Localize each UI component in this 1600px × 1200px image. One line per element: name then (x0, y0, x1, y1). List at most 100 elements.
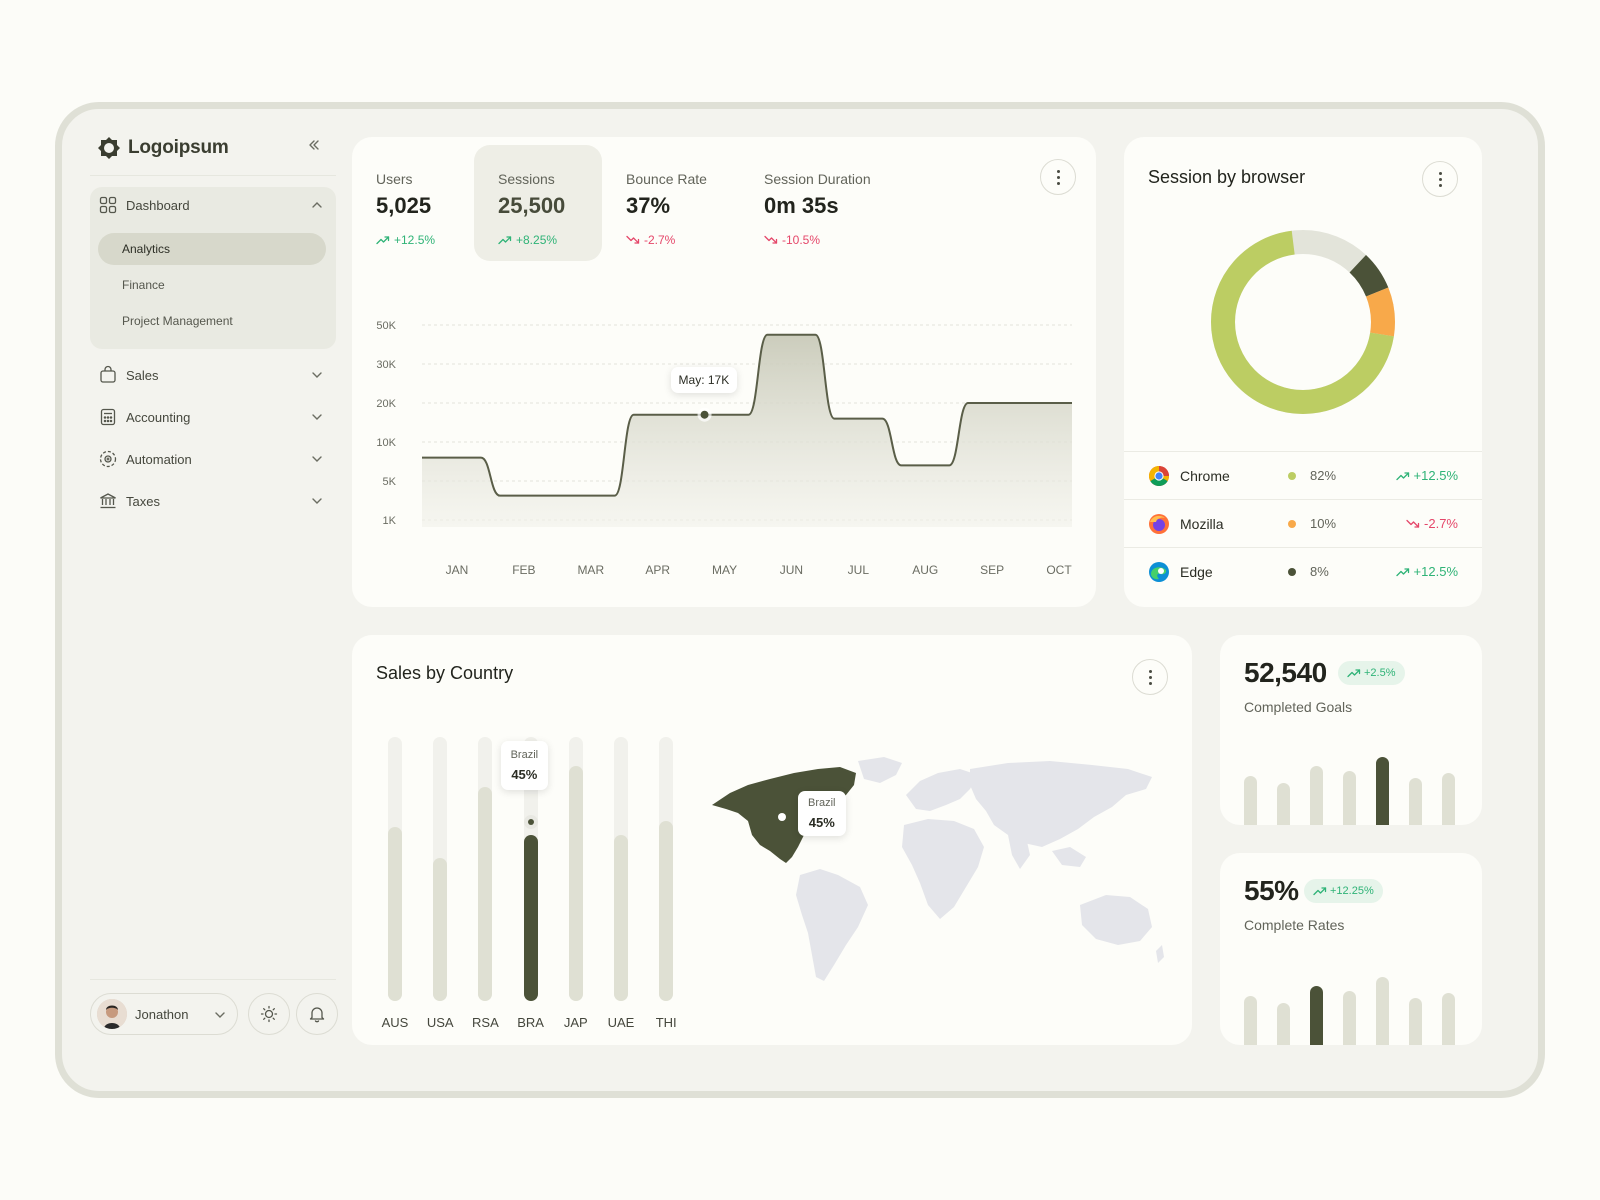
x-tick-label: AUG (912, 563, 938, 577)
trend-down-icon (1406, 519, 1420, 528)
sales-more-button[interactable] (1132, 659, 1168, 695)
country-bar[interactable] (568, 766, 583, 1001)
card-title: Sales by Country (376, 663, 514, 683)
notifications-button[interactable] (296, 993, 338, 1035)
mini-bar (1310, 985, 1323, 1045)
x-tick-label: FEB (512, 563, 535, 577)
rates-mini-chart (1220, 853, 1482, 1045)
sidebar-subitem-finance[interactable]: Finance (122, 278, 165, 292)
dashboard-group: Dashboard Analytics Finance Project Mana… (90, 187, 336, 349)
metric-value: 0m 35s (764, 193, 839, 218)
metric-users[interactable]: Users 5,025 +12.5% (352, 145, 472, 261)
highlight-point (700, 410, 709, 419)
metric-label: Sessions (498, 171, 555, 187)
automation-icon (99, 450, 117, 468)
sidebar-subitem-project-management[interactable]: Project Management (122, 314, 233, 328)
goals-change-badge: +2.5% (1338, 661, 1405, 685)
mini-bar (1310, 765, 1323, 825)
card-title: Session by browser (1148, 167, 1306, 187)
metric-label: Bounce Rate (626, 171, 707, 187)
chevron-up-icon (312, 202, 322, 208)
sidebar: Logoipsum Dashboard Analytics Finance Pr… (80, 123, 338, 1083)
browser-donut-chart (1211, 230, 1395, 414)
metric-value: 25,500 (498, 193, 566, 218)
metric-session-duration[interactable]: Session Duration 0m 35s -10.5% (740, 145, 900, 261)
metric-label: Session Duration (764, 171, 871, 187)
sidebar-item-automation[interactable]: Automation (90, 441, 336, 477)
map-tooltip-label: Brazil (808, 797, 836, 809)
country-tooltip: Brazil 45% (500, 740, 549, 790)
country-bar-chart: AUS USA RSA BRA JAP UAE THI (352, 635, 692, 1045)
user-area: Jonathon (90, 989, 338, 1037)
metric-value: 37% (626, 193, 671, 218)
x-tick-label: JUL (848, 563, 870, 577)
goals-change: +2.5% (1364, 667, 1396, 679)
browser-row-chrome[interactable]: Chrome 82% +12.5% (1124, 451, 1482, 499)
mini-bar (1343, 990, 1356, 1045)
browser-percent: 8% (1310, 564, 1329, 579)
mini-bar (1442, 993, 1455, 1045)
trend-up-icon (1395, 471, 1409, 480)
collapse-sidebar-button[interactable] (304, 137, 324, 157)
country-bar[interactable] (523, 834, 538, 1001)
sidebar-item-taxes[interactable]: Taxes (90, 483, 336, 519)
country-bar[interactable] (614, 834, 628, 1001)
completed-goals-card: 52,540 +2.5% Completed Goals (1220, 635, 1482, 825)
browser-percent: 10% (1310, 516, 1337, 531)
sidebar-item-label: Dashboard (126, 197, 190, 213)
browser-more-button[interactable] (1422, 161, 1458, 197)
sidebar-item-sales[interactable]: Sales (90, 357, 336, 393)
chrome-icon (1149, 465, 1169, 486)
traffic-more-button[interactable] (1040, 159, 1076, 195)
tooltip-value: 45% (511, 766, 538, 782)
country-label: THI (655, 1015, 677, 1030)
metric-change: -2.7% (626, 233, 738, 247)
chevron-down-icon (215, 1012, 225, 1018)
country-label: JAP (563, 1015, 588, 1030)
sidebar-item-accounting[interactable]: Accounting (90, 399, 336, 435)
rates-change-badge: +12.25% (1304, 879, 1383, 903)
sidebar-item-dashboard[interactable]: Dashboard (90, 187, 336, 223)
theme-toggle-button[interactable] (248, 993, 290, 1035)
goals-value: 52,540 (1244, 657, 1327, 688)
country-bar[interactable] (478, 787, 493, 1001)
country-bar[interactable] (388, 826, 402, 1001)
browser-row-mozilla[interactable]: Mozilla 10% -2.7% (1124, 499, 1482, 547)
country-bar[interactable] (433, 858, 448, 1001)
country-bar[interactable] (659, 821, 674, 1001)
mini-bar (1376, 757, 1389, 825)
metric-bounce-rate[interactable]: Bounce Rate 37% -2.7% (602, 145, 738, 261)
x-tick-label: MAY (712, 563, 737, 577)
more-vertical-icon (1056, 168, 1060, 186)
map-greenland (858, 757, 902, 783)
browser-name: Edge (1180, 563, 1213, 580)
sales-by-country-card: Sales by Country AUS USA RSA BRA JAP UAE THI B… (352, 635, 1192, 1045)
metric-change-value: -10.5% (782, 233, 821, 247)
sidebar-subitem-analytics[interactable]: Analytics (98, 233, 326, 265)
user-menu-button[interactable]: Jonathon (90, 993, 238, 1035)
x-tick-label: JUN (780, 563, 803, 577)
map-marker (778, 813, 786, 821)
x-tick-label: SEP (980, 563, 1004, 577)
logo[interactable]: Logoipsum (96, 133, 229, 163)
traffic-card: Users 5,025 +12.5% Sessions 25,500 +8.25… (352, 137, 1096, 607)
browser-change-value: +12.5% (1413, 564, 1458, 579)
chart-tooltip: May: 17K (670, 366, 738, 393)
bag-icon (100, 365, 116, 383)
sidebar-item-label: Sales (126, 367, 159, 383)
map-africa (902, 819, 984, 919)
map-new-zealand (1156, 945, 1164, 963)
browser-row-edge[interactable]: Edge 8% +12.5% (1124, 547, 1482, 595)
sun-icon (260, 1005, 278, 1023)
area-fill (422, 334, 1072, 527)
browser-change: +12.5% (1395, 468, 1458, 483)
metric-change-value: -2.7% (644, 233, 676, 247)
mini-bar (1277, 1002, 1290, 1045)
trend-up-icon (1313, 887, 1327, 896)
rates-value: 55% (1244, 875, 1299, 906)
metric-sessions[interactable]: Sessions 25,500 +8.25% (474, 145, 602, 261)
mini-bar (1244, 995, 1257, 1045)
metric-change-value: +8.25% (516, 233, 558, 247)
bell-icon (309, 1007, 325, 1023)
goals-mini-chart (1220, 635, 1482, 825)
